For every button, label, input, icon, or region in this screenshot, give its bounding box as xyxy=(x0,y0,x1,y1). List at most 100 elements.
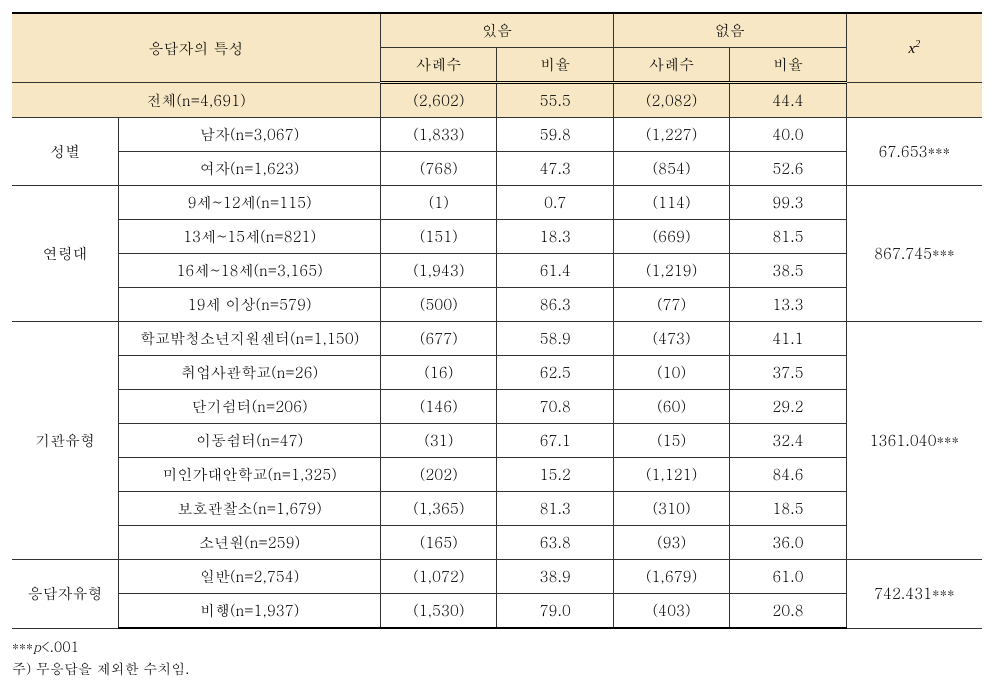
row-label: 여자(n=1,623) xyxy=(119,152,381,186)
row-label: 일반(n=2,754) xyxy=(119,560,381,594)
row-label: 남자(n=3,067) xyxy=(119,118,381,152)
group-label: 응답자유형 xyxy=(12,560,119,629)
row-no-cases: (77) xyxy=(613,288,729,322)
header-respondent: 응답자의 특성 xyxy=(12,13,381,83)
row-yes-ratio: 79.0 xyxy=(497,594,613,629)
row-no-ratio: 84.6 xyxy=(730,458,846,492)
row-yes-ratio: 38.9 xyxy=(497,560,613,594)
row-yes-ratio: 63.8 xyxy=(497,526,613,560)
row-no-ratio: 38.5 xyxy=(730,254,846,288)
row-no-cases: (60) xyxy=(613,390,729,424)
row-no-ratio: 18.5 xyxy=(730,492,846,526)
row-yes-ratio: 47.3 xyxy=(497,152,613,186)
row-no-ratio: 37.5 xyxy=(730,356,846,390)
row-yes-cases: (16) xyxy=(381,356,497,390)
total-yes-ratio: 55.5 xyxy=(497,83,613,118)
row-yes-ratio: 61.4 xyxy=(497,254,613,288)
row-yes-cases: (677) xyxy=(381,322,497,356)
row-label: 학교밖청소년지원센터(n=1,150) xyxy=(119,322,381,356)
row-no-cases: (114) xyxy=(613,186,729,220)
header-yes-cases: 사례수 xyxy=(381,48,497,83)
group-label: 연령대 xyxy=(12,186,119,322)
row-no-ratio: 13.3 xyxy=(730,288,846,322)
row-yes-cases: (31) xyxy=(381,424,497,458)
row-no-ratio: 29.2 xyxy=(730,390,846,424)
header-no-ratio: 비율 xyxy=(730,48,846,83)
row-label: 19세 이상(n=579) xyxy=(119,288,381,322)
header-yes-ratio: 비율 xyxy=(497,48,613,83)
row-yes-cases: (1) xyxy=(381,186,497,220)
total-no-ratio: 44.4 xyxy=(730,83,846,118)
group-chi2: 867.745*** xyxy=(846,186,982,322)
row-no-cases: (1,121) xyxy=(613,458,729,492)
total-chi2 xyxy=(846,83,982,118)
p-label: p xyxy=(33,636,41,656)
sig-stars: *** xyxy=(12,636,33,656)
header-no: 없음 xyxy=(613,13,846,48)
row-yes-cases: (146) xyxy=(381,390,497,424)
total-no-cases: (2,082) xyxy=(613,83,729,118)
row-no-cases: (93) xyxy=(613,526,729,560)
row-no-cases: (15) xyxy=(613,424,729,458)
header-no-cases: 사례수 xyxy=(613,48,729,83)
row-yes-cases: (1,530) xyxy=(381,594,497,629)
row-label: 단기쉼터(n=206) xyxy=(119,390,381,424)
row-no-ratio: 40.0 xyxy=(730,118,846,152)
row-yes-ratio: 67.1 xyxy=(497,424,613,458)
row-yes-ratio: 86.3 xyxy=(497,288,613,322)
row-no-cases: (310) xyxy=(613,492,729,526)
footnote-significance: ***p<.001 xyxy=(12,635,982,657)
row-label: 9세~12세(n=115) xyxy=(119,186,381,220)
row-label: 소년원(n=259) xyxy=(119,526,381,560)
row-no-ratio: 36.0 xyxy=(730,526,846,560)
group-chi2: 742.431*** xyxy=(846,560,982,629)
row-yes-ratio: 15.2 xyxy=(497,458,613,492)
row-no-cases: (1,219) xyxy=(613,254,729,288)
row-yes-ratio: 59.8 xyxy=(497,118,613,152)
row-yes-cases: (500) xyxy=(381,288,497,322)
row-label: 미인가대안학교(n=1,325) xyxy=(119,458,381,492)
row-no-ratio: 99.3 xyxy=(730,186,846,220)
row-label: 보호관찰소(n=1,679) xyxy=(119,492,381,526)
row-yes-cases: (1,072) xyxy=(381,560,497,594)
row-yes-cases: (165) xyxy=(381,526,497,560)
row-no-ratio: 32.4 xyxy=(730,424,846,458)
group-label: 성별 xyxy=(12,118,119,186)
row-no-cases: (1,227) xyxy=(613,118,729,152)
row-label: 16세~18세(n=3,165) xyxy=(119,254,381,288)
row-no-ratio: 61.0 xyxy=(730,560,846,594)
row-yes-cases: (768) xyxy=(381,152,497,186)
group-label: 기관유형 xyxy=(12,322,119,560)
row-yes-ratio: 62.5 xyxy=(497,356,613,390)
stats-table: 응답자의 특성있음없음x2사례수비율사례수비율전체(n=4,691)(2,602… xyxy=(12,12,982,629)
row-yes-ratio: 18.3 xyxy=(497,220,613,254)
row-yes-ratio: 70.8 xyxy=(497,390,613,424)
row-yes-cases: (1,943) xyxy=(381,254,497,288)
row-yes-cases: (1,365) xyxy=(381,492,497,526)
row-no-cases: (473) xyxy=(613,322,729,356)
row-yes-ratio: 58.9 xyxy=(497,322,613,356)
row-no-ratio: 41.1 xyxy=(730,322,846,356)
row-yes-ratio: 81.3 xyxy=(497,492,613,526)
p-value: <.001 xyxy=(41,636,79,656)
row-label: 이동쉼터(n=47) xyxy=(119,424,381,458)
group-chi2: 67.653*** xyxy=(846,118,982,186)
row-yes-ratio: 0.7 xyxy=(497,186,613,220)
row-no-ratio: 20.8 xyxy=(730,594,846,629)
footnote-block: ***p<.001 주) 무응답을 제외한 수치임. xyxy=(12,635,982,680)
footnote-note: 주) 무응답을 제외한 수치임. xyxy=(12,657,982,679)
row-no-ratio: 52.6 xyxy=(730,152,846,186)
row-yes-cases: (202) xyxy=(381,458,497,492)
row-no-cases: (669) xyxy=(613,220,729,254)
header-chi2: x2 xyxy=(846,13,982,83)
total-yes-cases: (2,602) xyxy=(381,83,497,118)
header-yes: 있음 xyxy=(381,13,614,48)
row-no-cases: (403) xyxy=(613,594,729,629)
row-no-cases: (854) xyxy=(613,152,729,186)
total-label: 전체(n=4,691) xyxy=(12,83,381,118)
row-no-cases: (1,679) xyxy=(613,560,729,594)
row-yes-cases: (151) xyxy=(381,220,497,254)
row-label: 비행(n=1,937) xyxy=(119,594,381,629)
row-no-ratio: 81.5 xyxy=(730,220,846,254)
row-yes-cases: (1,833) xyxy=(381,118,497,152)
